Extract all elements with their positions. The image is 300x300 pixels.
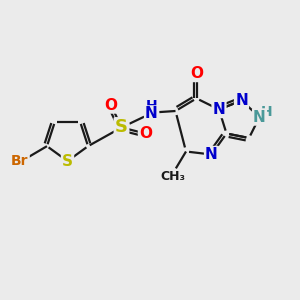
Text: H: H	[146, 99, 157, 113]
Text: CH₃: CH₃	[160, 170, 185, 184]
Text: N: N	[205, 147, 218, 162]
Text: N: N	[213, 102, 225, 117]
Text: H: H	[260, 105, 272, 118]
Text: S: S	[115, 118, 128, 136]
Text: O: O	[139, 126, 152, 141]
Text: O: O	[104, 98, 118, 112]
Text: N: N	[253, 110, 266, 124]
Text: S: S	[62, 154, 73, 169]
Text: N: N	[235, 93, 248, 108]
Text: N: N	[145, 106, 158, 122]
Text: O: O	[190, 66, 203, 81]
Text: Br: Br	[11, 154, 29, 168]
